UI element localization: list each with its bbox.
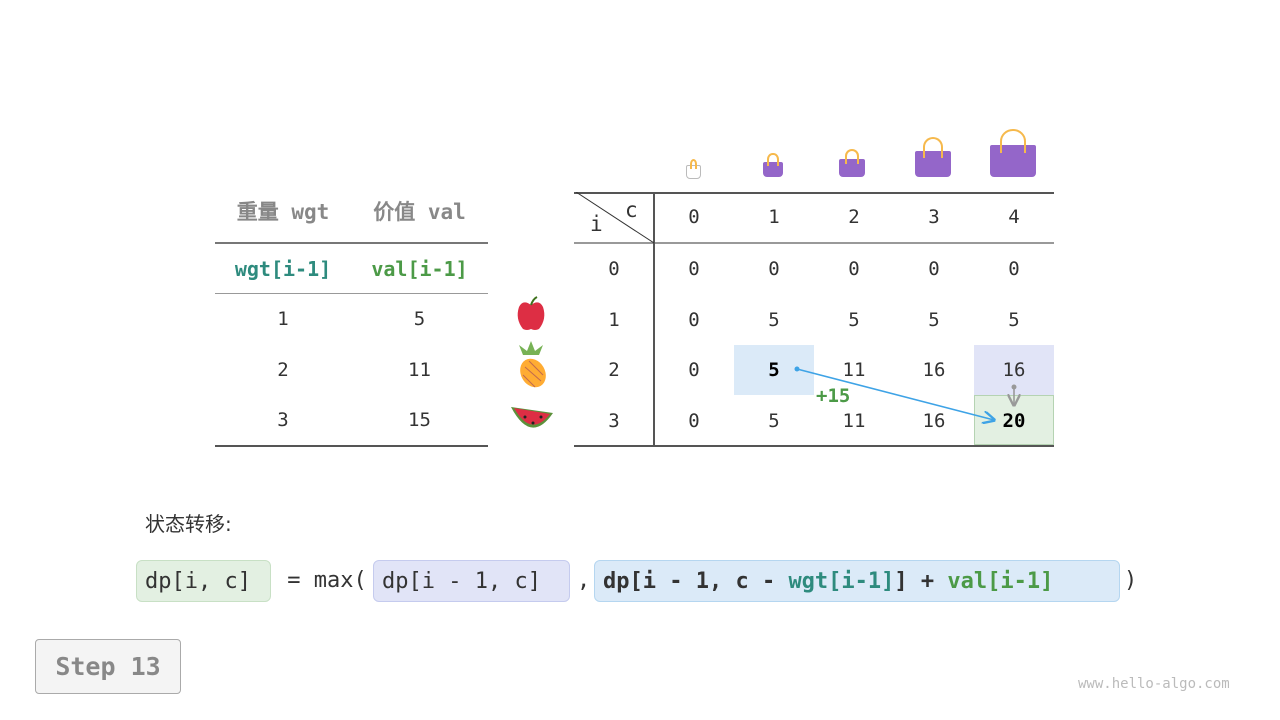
opt2-wgt: wgt[i-1] (788, 569, 895, 594)
divider (215, 293, 488, 294)
opt2-text: ] + (894, 569, 948, 594)
val-cell: 15 (408, 409, 431, 431)
add-value-annotation: +15 (816, 385, 851, 407)
dp-cell: 0 (768, 258, 780, 280)
apple-icon (517, 296, 545, 330)
bag-icon-1 (763, 153, 783, 177)
dp-cell: 16 (922, 409, 946, 432)
val-cell: 11 (408, 359, 431, 381)
transition-arrows (794, 366, 1054, 447)
divider (574, 242, 1054, 244)
formula-comma: , (577, 568, 591, 593)
dp-cell: 5 (928, 308, 940, 331)
divider (215, 242, 488, 244)
corner-i: i (590, 212, 603, 236)
dp-cell: 0 (688, 359, 700, 381)
val-subheader: val[i-1] (371, 257, 468, 281)
wgt-subheader: wgt[i-1] (234, 257, 332, 281)
weight-header: 重量 wgt (236, 200, 330, 224)
col-header: 3 (928, 206, 940, 228)
bag-icon-0 (686, 158, 701, 179)
col-header: 4 (1008, 206, 1020, 228)
wgt-cell: 2 (277, 359, 289, 381)
bag-icon-2 (839, 148, 865, 177)
col-header: 1 (768, 206, 780, 228)
dp-cell: 0 (848, 258, 860, 280)
dp-cell: 11 (842, 359, 866, 381)
dp-cell: 0 (928, 258, 940, 280)
opt2-text: dp[i - 1, c - (603, 569, 789, 594)
corner-c: c (625, 198, 638, 222)
formula-option-1: dp[i - 1, c] (373, 560, 570, 602)
formula-max: = max( (274, 568, 367, 593)
col-header: 0 (688, 206, 700, 228)
divider (215, 445, 488, 447)
bag-icon-4 (990, 128, 1036, 177)
divider (574, 192, 1054, 194)
formula-close: ) (1124, 568, 1138, 593)
col-header: 2 (848, 206, 860, 228)
dp-cell: 0 (688, 308, 700, 331)
dp-cell: 5 (768, 409, 780, 432)
wgt-cell: 3 (277, 409, 289, 431)
dp-cell: 5 (848, 308, 860, 331)
wgt-cell: 1 (277, 308, 289, 330)
watermelon-icon (511, 407, 553, 428)
dp-cell: 0 (688, 258, 700, 280)
row-header: 1 (608, 308, 620, 331)
divider (574, 445, 1054, 447)
value-header: 价值 val (373, 200, 466, 224)
bag-icon-3 (915, 137, 951, 177)
left-table: 重量 wgt 价值 val wgt[i-1] val[i-1] 1 5 2 11… (215, 187, 488, 447)
dp-cell: 20 (1002, 409, 1026, 432)
row-header: 3 (608, 409, 620, 432)
formula-option-2: dp[i - 1, c - wgt[i-1]] + val[i-1] (594, 560, 1120, 602)
watermark: www.hello-algo.com (1078, 676, 1230, 692)
divider (653, 192, 655, 447)
dp-cell: 5 (768, 359, 780, 381)
fruit-icons (511, 296, 553, 428)
corner-diagonal (575, 192, 654, 244)
step-indicator: Step 13 (35, 639, 181, 694)
row-header: 0 (608, 258, 620, 280)
dp-cell: 16 (1002, 359, 1026, 381)
formula-lhs: dp[i, c] (136, 560, 271, 602)
arrow-from-upper (1012, 384, 1017, 406)
val-cell: 5 (413, 308, 426, 330)
dp-table: i c 0 1 2 3 4 0 0 0 0 0 0 1 0 5 5 5 5 2 0 5 11 16 16 3 0 5 11 16 20 … (574, 192, 1054, 447)
dp-cell: 0 (688, 409, 700, 432)
pineapple-icon (519, 341, 546, 388)
dp-cell: 5 (768, 308, 780, 331)
dp-cell: 16 (922, 359, 946, 381)
dp-cell: 0 (1008, 258, 1020, 280)
arrow-from-source (794, 366, 995, 421)
dp-cell: 5 (1008, 308, 1020, 331)
formula-label: 状态转移: (145, 512, 232, 536)
dp-cell: 11 (842, 409, 866, 432)
row-header: 2 (608, 359, 620, 381)
opt2-val: val[i-1] (947, 569, 1054, 594)
